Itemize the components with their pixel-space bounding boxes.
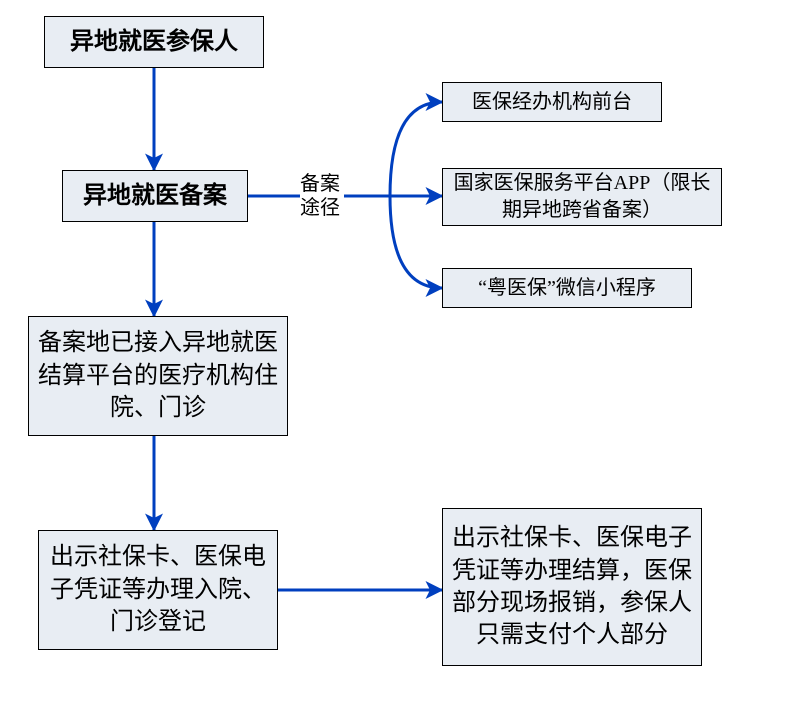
flow-node-r1: 医保经办机构前台 (442, 82, 662, 122)
flow-node-label: 医保经办机构前台 (472, 89, 632, 116)
route-label-line: 备案 (300, 172, 340, 196)
flow-edge (390, 196, 442, 288)
route-label: 备案途径 (300, 172, 340, 220)
flow-node-n2: 异地就医备案 (62, 170, 248, 222)
flow-node-n5: 出示社保卡、医保电子凭证等办理结算，医保部分现场报销，参保人只需支付个人部分 (442, 508, 702, 666)
flow-node-label: 出示社保卡、医保电子凭证等办理结算，医保部分现场报销，参保人只需支付个人部分 (451, 522, 693, 652)
flow-node-n4: 出示社保卡、医保电子凭证等办理入院、门诊登记 (38, 530, 278, 650)
flow-node-label: 异地就医备案 (83, 180, 227, 212)
flow-node-n3: 备案地已接入异地就医结算平台的医疗机构住院、门诊 (28, 316, 288, 436)
flow-node-r3: “粤医保”微信小程序 (442, 268, 692, 308)
flow-node-label: “粤医保”微信小程序 (478, 275, 656, 302)
flow-node-label: 备案地已接入异地就医结算平台的医疗机构住院、门诊 (37, 327, 279, 424)
flow-node-label: 异地就医参保人 (70, 26, 238, 58)
flow-node-label: 出示社保卡、医保电子凭证等办理入院、门诊登记 (47, 541, 269, 638)
route-label-line: 途径 (300, 196, 340, 220)
flow-node-label: 国家医保服务平台APP（限长期异地跨省备案） (451, 170, 713, 224)
flow-node-n1: 异地就医参保人 (44, 16, 264, 68)
flow-edge (390, 102, 442, 196)
flow-node-r2: 国家医保服务平台APP（限长期异地跨省备案） (442, 168, 722, 226)
